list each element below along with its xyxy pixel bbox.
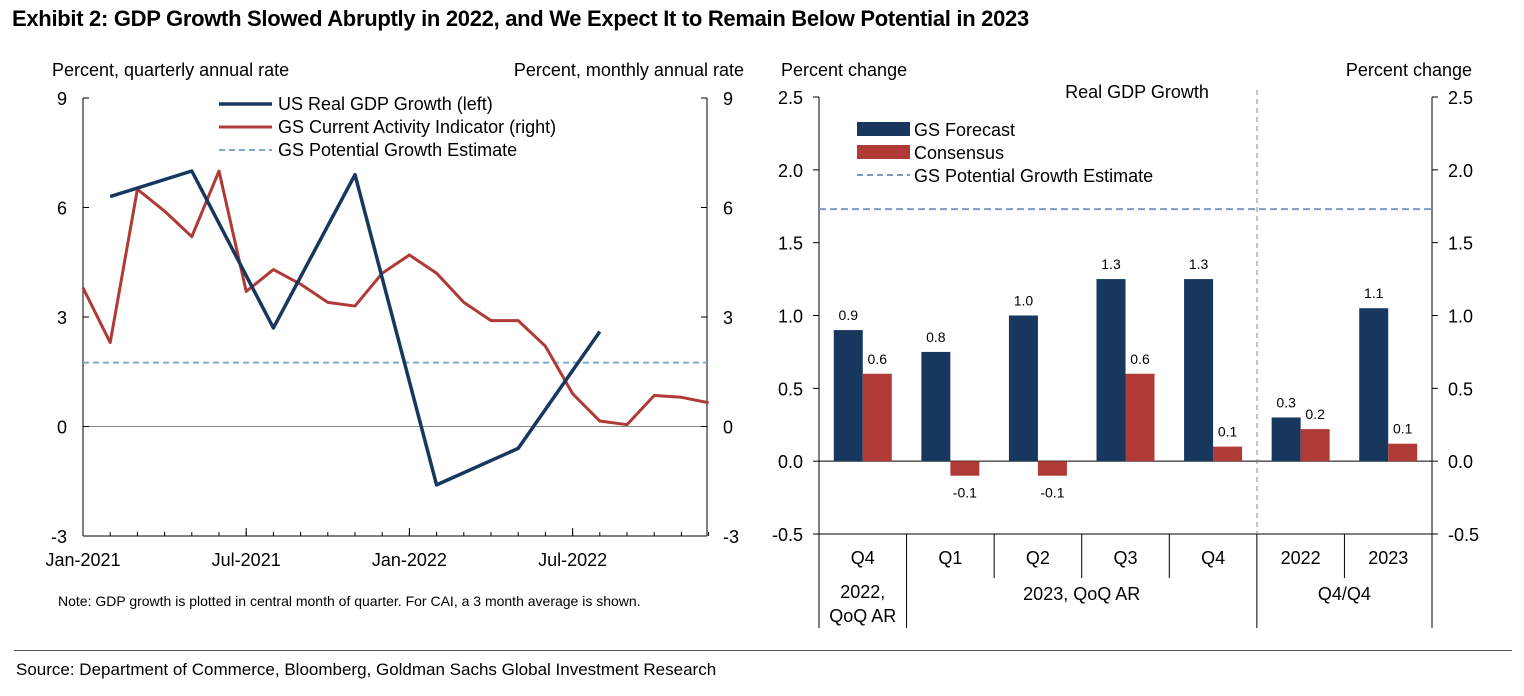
right-axis-title: Percent, monthly annual rate: [514, 60, 744, 80]
x-tick-label: Jan-2022: [372, 550, 447, 570]
gs-forecast-data-label: 1.0: [1014, 293, 1034, 309]
gdp-series-line: [109, 169, 602, 487]
source-divider: [14, 650, 1512, 651]
gs-forecast-bar: [833, 330, 863, 462]
right-y-tick-label: 9: [723, 89, 733, 109]
category-label: Q1: [938, 548, 962, 568]
right-y-tick-label: 6: [723, 199, 733, 219]
group-label-q4q4: Q4/Q4: [1318, 584, 1371, 604]
consensus-bar: [950, 461, 980, 476]
gs-forecast-data-label: 0.3: [1276, 394, 1296, 410]
left-line-chart: 9 9 6 6 3 3 0 0 -3 -3 Jan-2021 Jul-2021 Jan-2022 Jul-…: [45, 60, 744, 609]
chart-note: Note: GDP growth is plotted in central m…: [58, 593, 641, 609]
consensus-data-label: 0.2: [1305, 406, 1325, 422]
left-y-tick-label: 3: [57, 308, 67, 328]
cai-series-line: [81, 169, 709, 427]
left-axis-title: Percent change: [781, 60, 907, 80]
gs-forecast-data-label: 0.8: [926, 329, 946, 345]
consensus-data-label: -0.1: [1040, 485, 1064, 501]
legend-consensus-swatch: [857, 145, 910, 159]
right-y-tick-label: -3: [723, 527, 739, 547]
category-label: Q4: [1201, 548, 1225, 568]
right-y-tick-label: 0.0: [1448, 452, 1473, 472]
consensus-bar: [1388, 443, 1418, 462]
category-label: Q3: [1113, 548, 1137, 568]
left-y-tick-label: 6: [57, 199, 67, 219]
right-y-tick-label: 2.5: [1448, 88, 1473, 108]
gs-forecast-data-label: 1.3: [1101, 256, 1121, 272]
right-y-tick-label: 0.5: [1448, 379, 1473, 399]
left-y-tick-label: 2.0: [778, 161, 803, 181]
gs-forecast-data-label: 1.1: [1364, 285, 1384, 301]
left-y-tick-label: -3: [51, 527, 67, 547]
gs-forecast-bar: [1271, 417, 1301, 462]
group-label-2023-qoq: 2023, QoQ AR: [1023, 584, 1140, 604]
category-label: 2022: [1281, 548, 1321, 568]
gs-forecast-bar: [1096, 279, 1126, 462]
x-tick-label: Jul-2021: [212, 550, 281, 570]
left-y-tick-label: 0.5: [778, 379, 803, 399]
left-y-tick-label: 9: [57, 89, 67, 109]
right-y-tick-label: 3: [723, 308, 733, 328]
consensus-bar: [1125, 373, 1155, 462]
gs-forecast-bar: [1359, 308, 1389, 462]
legend-gs-forecast-swatch: [857, 122, 910, 136]
consensus-data-label: 0.6: [1130, 351, 1150, 367]
left-y-tick-label: -0.5: [772, 525, 803, 545]
consensus-data-label: -0.1: [953, 485, 977, 501]
right-y-tick-label: 1.0: [1448, 307, 1473, 327]
gs-forecast-bar: [1008, 315, 1038, 462]
consensus-bar: [1213, 446, 1243, 462]
legend-cai-label: GS Current Activity Indicator (right): [278, 117, 556, 137]
right-y-tick-label: -0.5: [1448, 525, 1479, 545]
category-label: Q4: [851, 548, 875, 568]
right-y-tick-label: 2.0: [1448, 161, 1473, 181]
consensus-data-label: 0.1: [1218, 424, 1238, 440]
legend-consensus-label: Consensus: [914, 143, 1004, 163]
left-y-tick-label: 1.5: [778, 234, 803, 254]
panel-title: Real GDP Growth: [1065, 82, 1209, 102]
left-axis-title: Percent, quarterly annual rate: [52, 60, 289, 80]
gs-forecast-data-label: 0.9: [839, 307, 859, 323]
source-text: Source: Department of Commerce, Bloomber…: [16, 660, 717, 679]
left-y-tick-label: 0.0: [778, 452, 803, 472]
consensus-data-label: 0.1: [1393, 421, 1413, 437]
exhibit-title: Exhibit 2: GDP Growth Slowed Abruptly in…: [12, 6, 1029, 31]
left-y-tick-label: 2.5: [778, 88, 803, 108]
x-tick-label: Jan-2021: [45, 550, 120, 570]
consensus-bar: [862, 373, 892, 462]
group-label-2022: 2022, QoQ AR: [829, 582, 896, 626]
right-bar-chart: 2.5 2.5 2.0 2.0 1.5 1.5 1.0 1.0 0.5 0.5 0.0 0.0 -0.5…: [772, 60, 1479, 628]
legend-potential-label: GS Potential Growth Estimate: [914, 166, 1153, 186]
gs-forecast-bar: [921, 351, 951, 462]
right-axis-title: Percent change: [1346, 60, 1472, 80]
category-label: 2023: [1368, 548, 1408, 568]
left-y-tick-label: 1.0: [778, 307, 803, 327]
gs-forecast-bar: [1184, 279, 1214, 462]
consensus-bar: [1037, 461, 1067, 476]
gs-forecast-data-label: 1.3: [1189, 256, 1209, 272]
legend-potential-label: GS Potential Growth Estimate: [278, 140, 517, 160]
x-tick-label: Jul-2022: [538, 550, 607, 570]
consensus-data-label: 0.6: [868, 351, 888, 367]
left-y-tick-label: 0: [57, 418, 67, 438]
consensus-bar: [1300, 429, 1330, 462]
legend-gs-forecast-label: GS Forecast: [914, 120, 1015, 140]
right-y-tick-label: 0: [723, 418, 733, 438]
legend-gdp-label: US Real GDP Growth (left): [278, 94, 493, 114]
right-y-tick-label: 1.5: [1448, 234, 1473, 254]
category-label: Q2: [1026, 548, 1050, 568]
